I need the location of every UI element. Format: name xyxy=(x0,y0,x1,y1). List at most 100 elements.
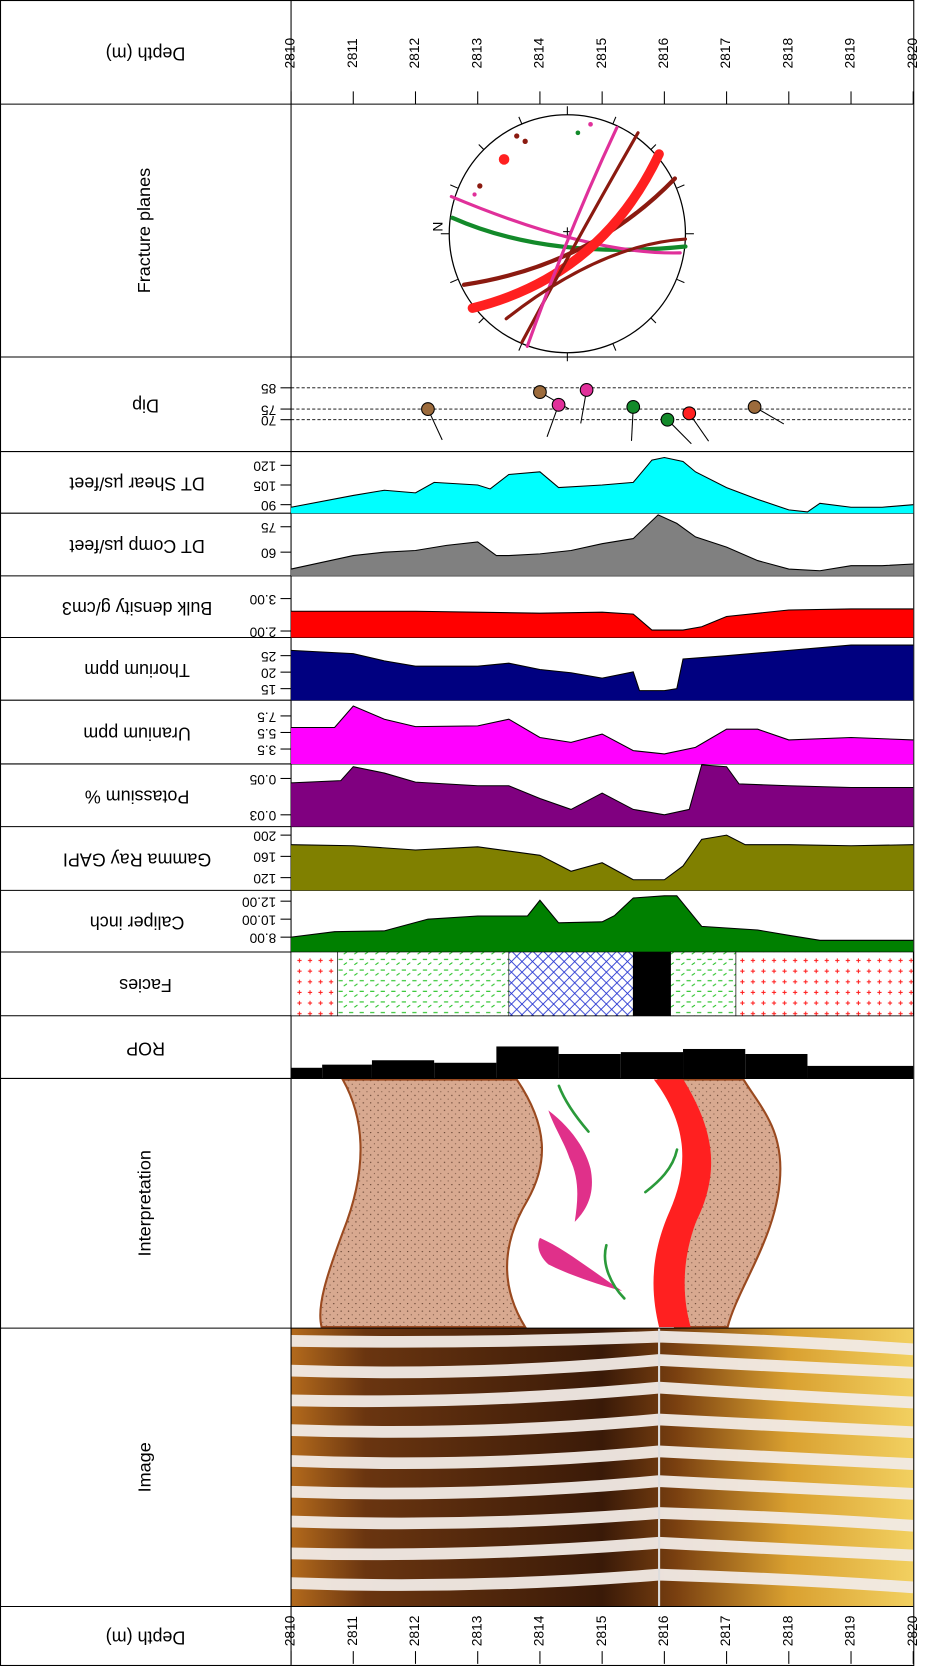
stereonet: N xyxy=(430,106,694,362)
track-title: Depth (m) xyxy=(106,43,186,63)
dip-point xyxy=(421,402,435,416)
facies-interval xyxy=(290,951,339,1017)
rop-bar xyxy=(683,1048,746,1079)
rop-bar xyxy=(322,1064,372,1079)
x-tick-label: 2816 xyxy=(656,37,671,68)
curve xyxy=(291,644,914,692)
facies-interval xyxy=(735,951,914,1017)
area xyxy=(291,514,914,576)
illustrations: N xyxy=(290,106,914,1607)
y-tick-label: 200 xyxy=(253,828,276,843)
x-tick-label: 2815 xyxy=(594,37,609,68)
track-title: Bulk density g/cm3 xyxy=(62,598,212,618)
rop-bar xyxy=(745,1053,808,1079)
track-title: Caliper inch xyxy=(90,912,185,932)
curve xyxy=(291,608,914,631)
x-tick-label: 2815 xyxy=(594,1615,609,1646)
y-tick-label: 0.03 xyxy=(249,808,276,823)
rop-bar xyxy=(434,1062,497,1079)
y-tick-label: 10.00 xyxy=(242,912,277,927)
dip-point xyxy=(660,412,675,427)
track-title: ROP xyxy=(126,1038,165,1058)
rop-bar xyxy=(291,1067,323,1079)
rop-bar xyxy=(807,1065,914,1079)
x-tick-label: 2820 xyxy=(905,1615,920,1646)
y-tick-label: 0.05 xyxy=(249,772,276,787)
area xyxy=(291,608,914,638)
track-title: DT Comp µs/feet xyxy=(69,536,204,556)
facies-interval xyxy=(670,951,737,1017)
x-tick-label: 2817 xyxy=(718,38,733,69)
track-title: Fracture planes xyxy=(134,168,154,293)
x-tick-label: 2811 xyxy=(345,38,360,68)
x-tick-label: 2814 xyxy=(532,1615,547,1646)
dip-point xyxy=(533,385,547,399)
x-tick-label: 2813 xyxy=(469,37,484,68)
track-title: Image xyxy=(134,1442,154,1492)
x-tick-label: 2819 xyxy=(843,38,858,69)
y-tick-label: 3.5 xyxy=(257,742,276,757)
y-tick-label: 7.5 xyxy=(257,709,276,724)
y-tick-label: 90 xyxy=(261,498,277,513)
area xyxy=(291,895,914,952)
y-tick-label: 75 xyxy=(261,520,277,535)
facies-interval xyxy=(337,951,510,1017)
dip-point xyxy=(579,383,594,397)
track-title: DT Shear µs/feet xyxy=(69,474,204,494)
north-mark: N xyxy=(430,222,445,232)
facies-interval xyxy=(632,951,671,1017)
y-tick-label: 8.00 xyxy=(249,930,276,945)
track-title: Uranium ppm xyxy=(83,723,191,743)
y-tick-label: 12.00 xyxy=(242,895,277,910)
curve xyxy=(291,705,914,755)
y-tick-label: 120 xyxy=(253,871,276,886)
curve xyxy=(291,834,914,881)
area xyxy=(291,706,914,764)
track-title: Dip xyxy=(132,395,159,415)
x-tick-label: 2816 xyxy=(656,1615,671,1646)
x-tick-label: 2810 xyxy=(283,1615,298,1646)
curve xyxy=(291,764,914,816)
curve xyxy=(290,514,914,572)
area xyxy=(291,764,914,827)
track-title: Facies xyxy=(119,975,172,995)
x-tick-label: 2818 xyxy=(780,37,795,68)
rop-bar xyxy=(620,1052,684,1079)
x-tick-label: 2820 xyxy=(905,37,920,68)
y-tick-label: 15 xyxy=(261,682,277,697)
x-tick-label: 2812 xyxy=(407,38,422,69)
y-tick-label: 5.5 xyxy=(257,726,276,741)
y-tick-label: 20 xyxy=(261,665,277,680)
y-tick-label: 75 xyxy=(261,402,277,417)
y-tick-label: 120 xyxy=(253,459,276,474)
dip-point xyxy=(626,400,641,414)
dip-point xyxy=(747,400,762,414)
x-tick-label: 2814 xyxy=(532,37,547,68)
x-tick-label: 2818 xyxy=(780,1615,795,1646)
interpretation-drawing xyxy=(319,1078,782,1329)
y-tick-label: 2.00 xyxy=(249,624,276,639)
x-tick-label: 2812 xyxy=(407,1616,422,1647)
dip-point xyxy=(551,397,566,412)
y-tick-label: 105 xyxy=(253,478,276,493)
rop-bar xyxy=(496,1046,559,1079)
rop-bar xyxy=(371,1060,435,1079)
track-title: Interpretation xyxy=(134,1150,154,1256)
facies-interval xyxy=(508,951,634,1017)
track-title: Gamma Ray GAPI xyxy=(63,850,211,870)
track-title: Thorium ppm xyxy=(84,660,190,680)
track-title: Depth (m) xyxy=(106,1627,186,1647)
x-tick-label: 2817 xyxy=(718,1616,733,1647)
y-tick-label: 25 xyxy=(261,649,277,664)
x-tick-label: 2813 xyxy=(469,1615,484,1646)
x-tick-label: 2810 xyxy=(283,37,298,68)
y-tick-label: 3.00 xyxy=(249,592,276,607)
area xyxy=(291,645,914,701)
rop-bar xyxy=(558,1053,621,1079)
track-title: Potassium % xyxy=(85,786,190,806)
x-tick-label: 2819 xyxy=(843,1616,858,1647)
y-tick-label: 160 xyxy=(253,850,276,865)
curve xyxy=(290,895,914,941)
